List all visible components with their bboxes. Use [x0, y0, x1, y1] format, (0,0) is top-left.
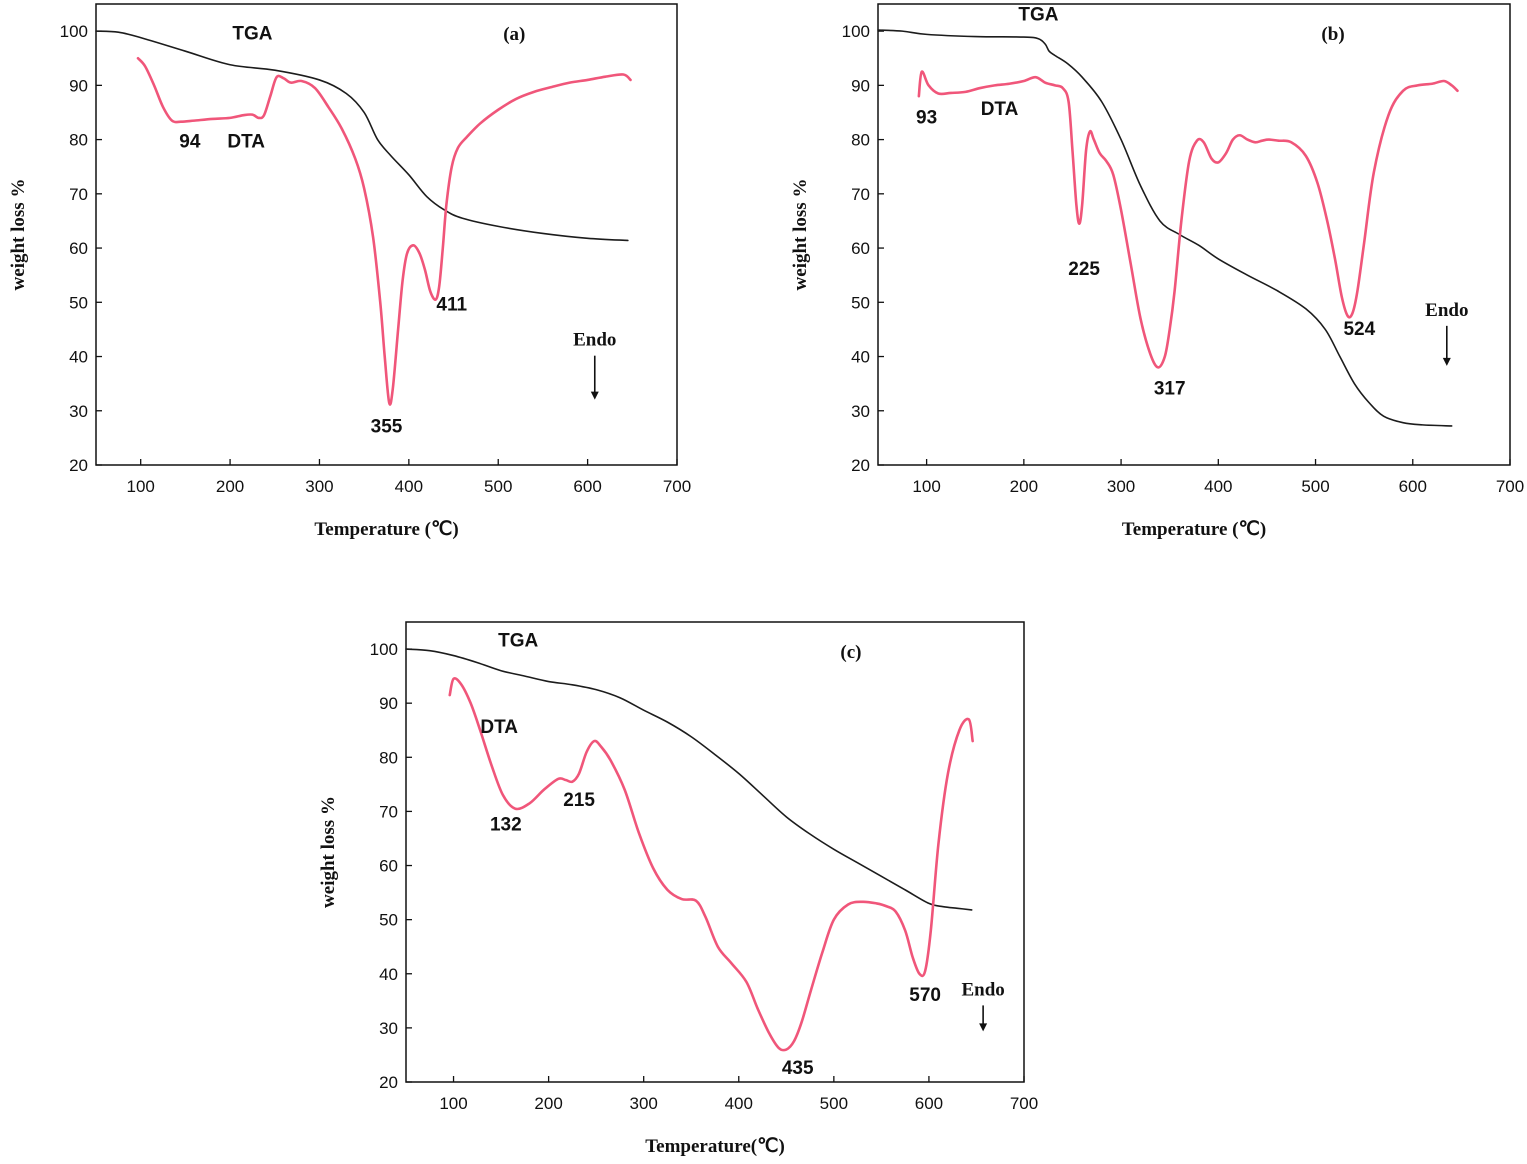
dta-series-label: DTA: [227, 132, 265, 153]
x-tick-label: 700: [663, 477, 691, 496]
y-tick-label: 70: [851, 185, 870, 204]
y-tick-label: 80: [851, 131, 870, 150]
y-tick-label: 30: [69, 402, 88, 421]
y-tick-label: 30: [379, 1019, 398, 1038]
x-tick-label: 700: [1010, 1094, 1038, 1113]
tga-curve: [877, 29, 1453, 427]
dta-curve: [136, 56, 632, 406]
x-axis-title: Temperature(℃): [645, 1136, 785, 1157]
x-tick-label: 600: [1399, 477, 1427, 496]
plot-frame-c: [405, 621, 1025, 1083]
x-tick-label: 400: [1204, 477, 1232, 496]
y-axis-title: weight loss %: [318, 796, 339, 908]
y-tick-label: 60: [851, 239, 870, 258]
peak-label: 524: [1343, 319, 1375, 340]
dta-curve: [917, 70, 1459, 369]
y-tick-label: 60: [69, 239, 88, 258]
endo-label: Endo: [961, 979, 1004, 1000]
endo-label: Endo: [1425, 300, 1468, 321]
panel-c: 20 30 40 50 60 70 80 90 100 100 200 300 400 500 600 700…: [318, 621, 1038, 1157]
x-tick-label: 600: [573, 477, 601, 496]
peak-label: 94: [179, 132, 201, 153]
tga-series-label: TGA: [498, 630, 538, 651]
y-tick-label: 30: [851, 402, 870, 421]
x-tick-label: 500: [820, 1094, 848, 1113]
y-tick-label: 50: [379, 911, 398, 930]
endo-arrow-down-icon: [979, 1023, 988, 1032]
peak-label: 225: [1068, 259, 1100, 280]
y-tick-label: 100: [842, 22, 870, 41]
y-axis-title: weight loss %: [8, 179, 29, 291]
panel-label: (a): [503, 24, 525, 45]
dta-series-label: DTA: [981, 99, 1019, 120]
x-tick-label: 600: [915, 1094, 943, 1113]
x-tick-label: 200: [534, 1094, 562, 1113]
x-tick-label: 400: [725, 1094, 753, 1113]
x-tick-label: 200: [1010, 477, 1038, 496]
panel-label: (b): [1321, 24, 1344, 45]
x-tick-label: 100: [912, 477, 940, 496]
y-tick-label: 40: [69, 348, 88, 367]
peak-label: 215: [563, 790, 595, 811]
y-tick-label: 20: [379, 1073, 398, 1092]
tga-curve: [95, 30, 629, 242]
plot-frame-b: [877, 3, 1511, 466]
x-tick-label: 100: [439, 1094, 467, 1113]
peak-label: 411: [436, 294, 467, 315]
x-axis-title: Temperature (℃): [1122, 519, 1266, 540]
y-tick-label: 100: [60, 22, 88, 41]
tga-series-label: TGA: [1018, 4, 1058, 25]
y-tick-label: 50: [851, 293, 870, 312]
y-tick-label: 90: [69, 76, 88, 95]
y-tick-label: 70: [69, 185, 88, 204]
y-tick-label: 80: [69, 131, 88, 150]
peak-label: 355: [371, 416, 403, 437]
peak-label: 93: [916, 107, 937, 128]
panel-label: (c): [840, 642, 861, 663]
endo-arrow-down-icon: [1442, 357, 1451, 366]
plot-frame-a: [95, 3, 678, 466]
x-tick-label: 300: [630, 1094, 658, 1113]
endo-label: Endo: [573, 330, 616, 351]
x-tick-label: 700: [1496, 477, 1524, 496]
x-tick-label: 400: [395, 477, 423, 496]
peak-label: 435: [782, 1058, 814, 1079]
x-tick-label: 300: [305, 477, 333, 496]
y-axis-title: weight loss %: [790, 179, 811, 291]
x-tick-label: 300: [1107, 477, 1135, 496]
y-tick-label: 20: [69, 456, 88, 475]
x-tick-label: 200: [216, 477, 244, 496]
endo-arrow-down-icon: [590, 391, 599, 400]
y-tick-label: 90: [851, 76, 870, 95]
peak-label: 132: [490, 814, 522, 835]
peak-label: 570: [909, 985, 941, 1006]
y-tick-label: 40: [851, 348, 870, 367]
y-tick-label: 50: [69, 293, 88, 312]
y-tick-label: 80: [379, 748, 398, 767]
x-tick-label: 100: [127, 477, 155, 496]
y-tick-label: 70: [379, 802, 398, 821]
dta-curve: [448, 677, 974, 1052]
panel-a: 20 30 40 50 60 70 80 90 100 100 200 300 400 500 600 700…: [8, 3, 691, 540]
x-axis-title: Temperature (℃): [314, 519, 458, 540]
y-tick-label: 60: [379, 857, 398, 876]
panel-b: 20 30 40 50 60 70 80 90 100 100 200 300 400 500 600 700…: [790, 3, 1524, 540]
tga-curve: [405, 648, 973, 911]
dta-series-label: DTA: [480, 717, 518, 738]
peak-label: 317: [1154, 378, 1186, 399]
y-tick-label: 90: [379, 694, 398, 713]
tga-series-label: TGA: [232, 23, 272, 44]
y-tick-label: 40: [379, 965, 398, 984]
x-tick-label: 500: [1301, 477, 1329, 496]
y-tick-label: 100: [370, 640, 398, 659]
x-tick-label: 500: [484, 477, 512, 496]
y-tick-label: 20: [851, 456, 870, 475]
